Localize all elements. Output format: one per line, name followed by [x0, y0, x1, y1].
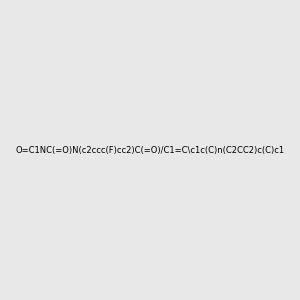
Text: O=C1NC(=O)N(c2ccc(F)cc2)C(=O)/C1=C\c1c(C)n(C2CC2)c(C)c1: O=C1NC(=O)N(c2ccc(F)cc2)C(=O)/C1=C\c1c(C…	[15, 146, 285, 154]
